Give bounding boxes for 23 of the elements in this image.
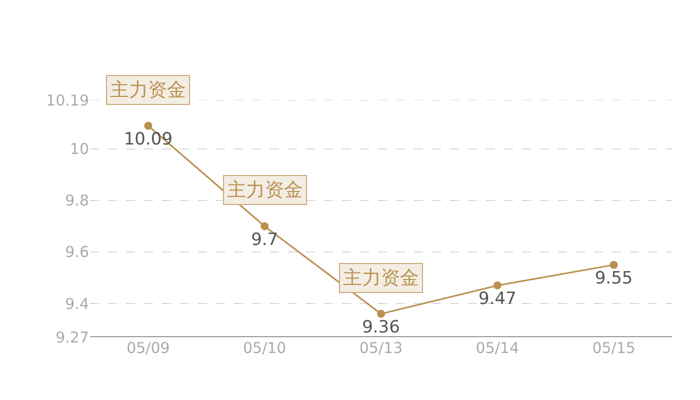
y-tick-label: 9.4 (65, 294, 89, 313)
data-label: 9.47 (478, 289, 516, 310)
point (610, 260, 618, 269)
annotation: 主力资金 (227, 179, 303, 201)
x-tick-label: 05/14 (476, 339, 520, 357)
y-tick-label: 9.27 (56, 328, 89, 346)
data-label: 9.55 (594, 268, 633, 289)
y-tick-label: 10 (70, 140, 89, 158)
x-tick-label: 05/15 (592, 339, 636, 357)
y-tick-label: 9.8 (65, 192, 89, 210)
x-tick-label: 05/09 (126, 339, 170, 357)
point (144, 122, 152, 130)
point (260, 222, 269, 230)
data-label: 9.7 (251, 230, 278, 250)
annotation: 主力资金 (343, 267, 419, 289)
x-tick-label: 05/13 (359, 339, 403, 357)
point (377, 310, 385, 318)
annotation: 主力资金 (110, 79, 186, 101)
y-tick-label: 10.19 (46, 91, 89, 110)
x-tick-label: 05/10 (242, 339, 286, 357)
data-label: 9.36 (362, 318, 400, 338)
y-tick-label: 9.6 (65, 243, 89, 262)
point (493, 281, 502, 290)
